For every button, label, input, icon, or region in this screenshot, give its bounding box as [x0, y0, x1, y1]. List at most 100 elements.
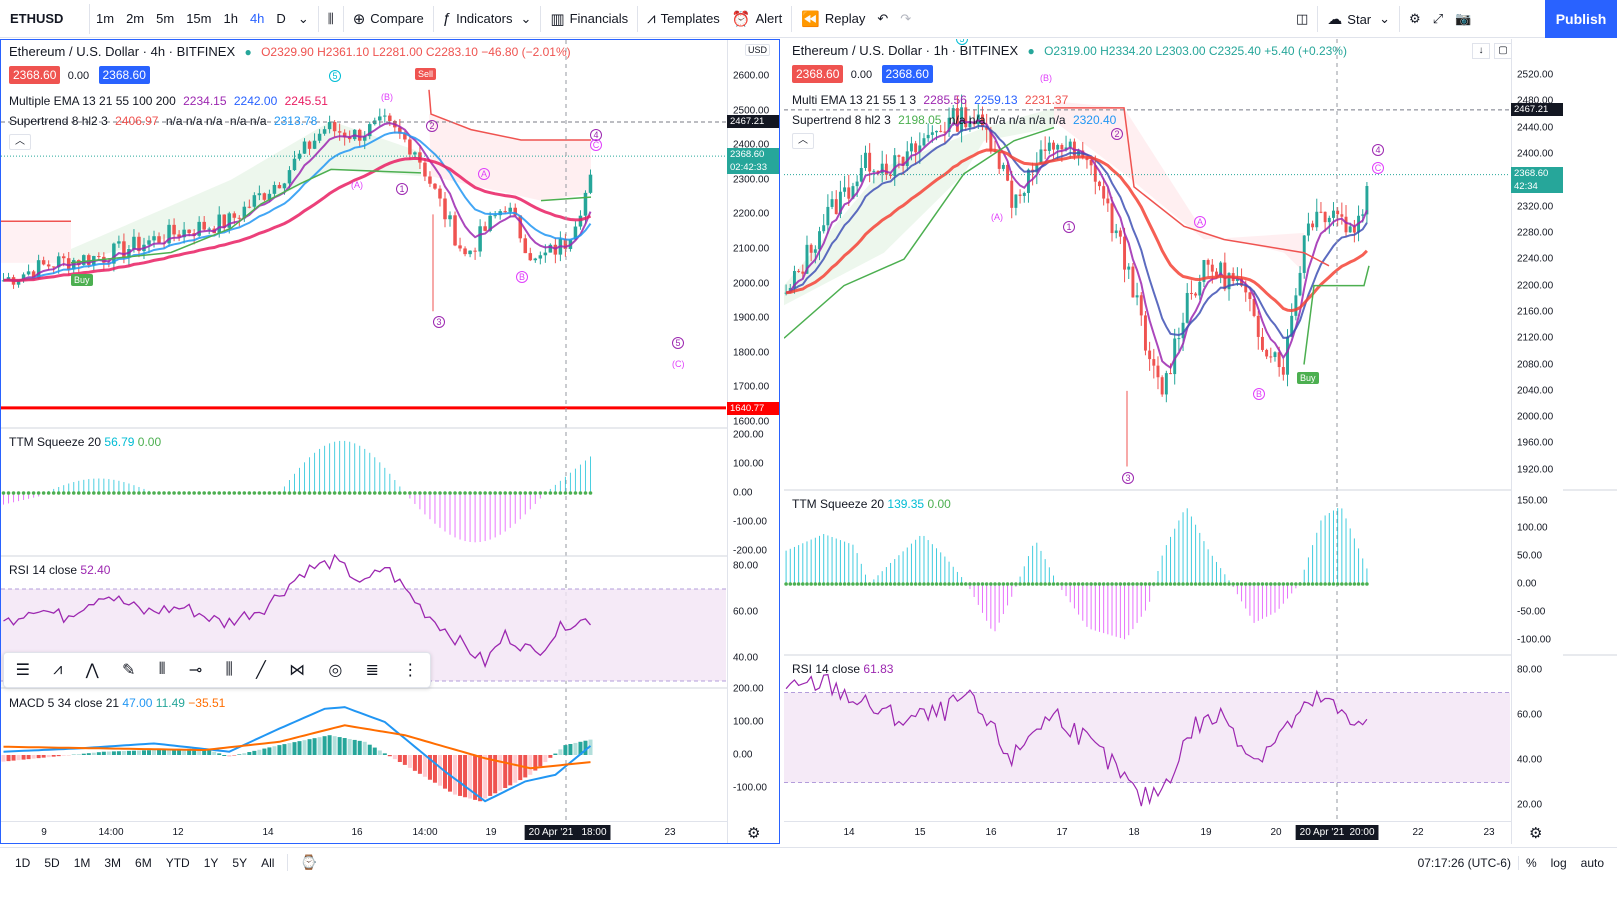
layout-icon[interactable]: ◫ [1296, 11, 1309, 26]
price-tag-level[interactable]: 2467.21 [727, 115, 779, 129]
symbol-title[interactable]: Ethereum / U.S. Dollar · 4h · BITFINEX [9, 44, 236, 59]
chart-panel-left[interactable]: Ethereum / U.S. Dollar · 4h · BITFINEX ●… [0, 39, 780, 844]
interval-1h[interactable]: 1h [223, 11, 238, 26]
chart-settings-gear-icon[interactable]: ⚙ [1529, 825, 1543, 842]
interval-2m[interactable]: 2m [126, 11, 145, 26]
range-5d[interactable]: 5D [44, 855, 60, 870]
interval-4h[interactable]: 4h [249, 11, 265, 26]
replay-button[interactable]: ⏪ Replay [795, 4, 871, 34]
fib-fan-icon[interactable]: ⫴ [158, 661, 166, 678]
xabcd-icon[interactable]: ⋈ [289, 662, 306, 679]
ttm-dot [1110, 582, 1114, 586]
range-6m[interactable]: 6M [135, 855, 152, 870]
horizontal-lines-icon[interactable]: ☰ [15, 662, 30, 679]
interval-5m[interactable]: 5m [156, 11, 175, 26]
supertrend-label: Supertrend 8 hl2 3 [792, 113, 891, 127]
buy-price-box[interactable]: 2368.60 [881, 65, 933, 83]
price-tag-last[interactable]: 2368.60 [1511, 166, 1563, 180]
ema-legend[interactable]: Multi EMA 13 21 55 1 3 2285.56 2259.13 2… [792, 93, 1068, 107]
right-time-axis[interactable]: 20 Apr '21 20:00 14 15 16 17 18 19 20 22 23 [784, 821, 1511, 844]
bar-countdown[interactable]: 02:42:33 [727, 161, 779, 175]
parallel-channel-icon[interactable]: ≣ [365, 662, 380, 679]
chart-panel-right[interactable]: Ethereum / U.S. Dollar · 1h · BITFINEX ●… [784, 39, 1617, 844]
buy-price-box[interactable]: 2368.60 [98, 66, 150, 84]
range-all[interactable]: All [261, 855, 275, 870]
symbol-search[interactable]: ETHUSD [4, 3, 90, 34]
financials-button[interactable]: ▥ Financials [544, 4, 634, 34]
price-tag-last[interactable]: 2368.60 [727, 148, 779, 162]
price-tag-level[interactable]: 2467.21 [1511, 102, 1563, 116]
interval-dropdown-icon[interactable]: ⌄ [297, 10, 309, 26]
right-chart-canvas[interactable] [784, 39, 1617, 844]
candle-body [838, 191, 842, 215]
interval-d[interactable]: D [276, 11, 286, 26]
candle-body [117, 241, 121, 244]
clock-timezone[interactable]: 07:17:26 (UTC-6) [1417, 856, 1511, 870]
rsi-legend[interactable]: RSI 14 close 61.83 [792, 662, 893, 676]
bar-countdown[interactable]: 42:34 [1511, 179, 1563, 193]
range-3m[interactable]: 3M [104, 855, 122, 870]
pattern-icon[interactable]: ⩘ [53, 661, 63, 678]
download-arrow-icon[interactable]: ↓ [1472, 43, 1490, 59]
ttm-dot [947, 582, 951, 586]
fullscreen-icon[interactable]: ⤢ [1432, 11, 1444, 26]
camera-icon[interactable]: 📷 [1455, 11, 1472, 26]
percent-scale-toggle[interactable]: % [1517, 856, 1544, 870]
maximize-icon[interactable]: ▢ [1494, 43, 1512, 59]
pane-controls: ↓ ▢ [1472, 43, 1512, 59]
candle-body [901, 156, 905, 166]
symbol-title[interactable]: Ethereum / U.S. Dollar · 1h · BITFINEX [792, 43, 1019, 58]
left-time-axis[interactable]: 20 Apr '21 18:00 9 14:00 12 14 16 14:00 19 23 [1, 821, 727, 843]
range-ytd[interactable]: YTD [165, 855, 190, 870]
abcd-pattern-icon[interactable]: ⋀ [85, 662, 99, 679]
chart-settings-gear-icon[interactable]: ⚙ [747, 825, 761, 842]
collapse-legend-chevron-up-icon[interactable]: ︿ [792, 133, 814, 149]
range-5y[interactable]: 5Y [232, 855, 248, 870]
ttm-dot [267, 491, 272, 495]
horizontal-ray-icon[interactable]: ⊸ [188, 662, 203, 679]
macd-legend[interactable]: MACD 5 34 close 21 47.00 11.49 −35.51 [9, 696, 225, 710]
rsi-legend[interactable]: RSI 14 close 52.40 [9, 563, 110, 577]
star-label: Star [1347, 11, 1372, 27]
settings-gear-icon[interactable]: ⚙ [1409, 11, 1421, 26]
auto-scale-toggle[interactable]: auto [1580, 856, 1604, 870]
supertrend-legend[interactable]: Supertrend 8 hl2 3 2406.97 n/a n/a n/a n… [9, 114, 317, 128]
macd-bar [392, 755, 397, 760]
price-tick: 0.00 [1517, 578, 1537, 590]
bars-pattern-icon[interactable]: ⫼ [225, 661, 233, 678]
ttm-dot [997, 582, 1001, 586]
range-1d[interactable]: 1D [15, 855, 31, 870]
macd-bar [372, 747, 377, 755]
time-tick: 16 [351, 827, 363, 838]
brush-icon[interactable]: ✎ [122, 662, 136, 679]
range-1m[interactable]: 1M [73, 855, 91, 870]
supertrend-legend[interactable]: Supertrend 8 hl2 3 2198.05 n/a n/a n/a n… [792, 113, 1116, 127]
undo-icon[interactable]: ↶ [877, 10, 889, 26]
compare-button[interactable]: ⊕ Compare [347, 4, 430, 34]
interval-1m[interactable]: 1m [96, 11, 115, 26]
indicators-button[interactable]: ƒ Indicators ⌄ [437, 4, 538, 34]
regression-icon[interactable]: ⋮ [402, 662, 419, 679]
time-tick: 23 [664, 827, 676, 838]
range-1y[interactable]: 1Y [203, 855, 219, 870]
sell-price-box[interactable]: 2368.60 [792, 65, 844, 83]
ttm-legend[interactable]: TTM Squeeze 20 139.35 0.00 [792, 497, 951, 511]
currency-unit[interactable]: USD [745, 44, 771, 56]
redo-icon[interactable]: ↷ [900, 10, 912, 26]
ema-legend[interactable]: Multiple EMA 13 21 55 100 200 2234.15 22… [9, 94, 328, 108]
price-tag-support[interactable]: 1640.77 [727, 401, 779, 415]
log-scale-toggle[interactable]: log [1550, 856, 1567, 870]
fib-spiral-icon[interactable]: ◎ [328, 662, 343, 679]
alert-button[interactable]: ⏰ Alert [726, 4, 788, 34]
collapse-legend-chevron-up-icon[interactable]: ︿ [9, 134, 31, 150]
trend-line-icon[interactable]: ╱ [256, 662, 266, 679]
sell-price-box[interactable]: 2368.60 [9, 66, 61, 84]
publish-button[interactable]: Publish [1545, 0, 1617, 38]
candle-style-icon[interactable]: ⫼ [327, 10, 334, 26]
ttm-legend[interactable]: TTM Squeeze 20 56.79 0.00 [9, 435, 161, 449]
templates-button[interactable]: ⩘ Templates [641, 4, 726, 34]
goto-date-calendar-icon[interactable]: ⌚ [287, 854, 324, 871]
interval-15m[interactable]: 15m [186, 11, 212, 26]
drawing-toolbar[interactable]: ☰ ⩘ ⋀ ✎ ⫴ ⊸ ⫼ ╱ ⋈ ◎ ≣ ⋮ [3, 652, 431, 688]
star-button[interactable]: ☁ Star ⌄ [1321, 4, 1396, 34]
